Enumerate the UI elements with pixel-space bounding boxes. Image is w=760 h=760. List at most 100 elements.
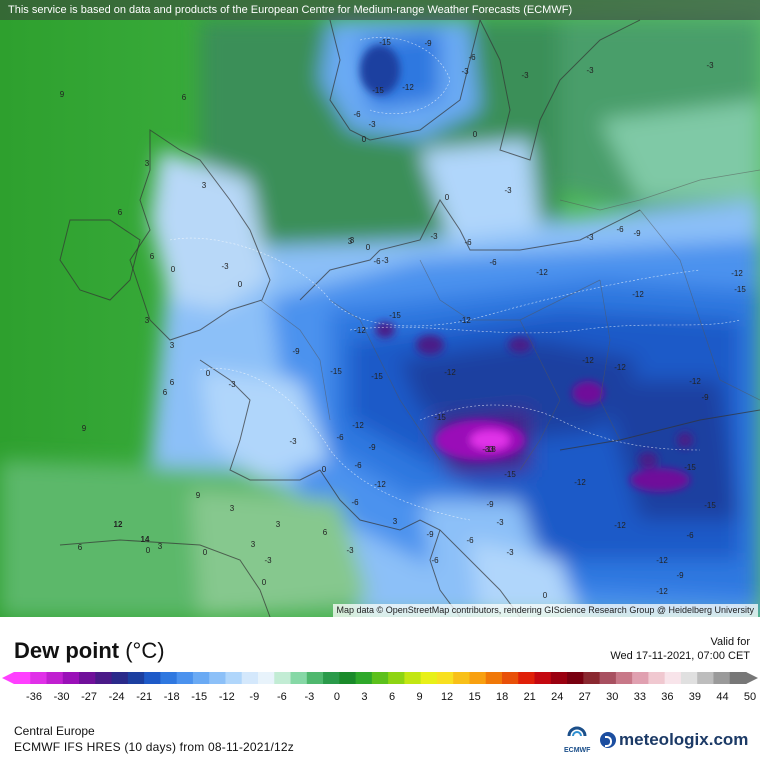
scale-tick-label: 12	[441, 691, 453, 703]
scale-swatch	[648, 672, 666, 684]
map-value-label: -15	[704, 501, 716, 510]
map-value-label: 3	[393, 517, 398, 526]
scale-tick-label: -24	[109, 691, 125, 703]
scale-swatch	[95, 672, 113, 684]
scale-swatch	[404, 672, 422, 684]
map-value-label: -12	[632, 290, 644, 299]
map-value-label: 0	[366, 243, 371, 252]
borders	[259, 169, 760, 471]
map-value-label: 3	[170, 341, 175, 350]
map-value-label: -3	[504, 186, 512, 195]
map-value-label: 3	[202, 181, 207, 190]
map-value-label: 3	[145, 316, 150, 325]
dew-point-map-canvas: -9-15-12-6-3-15-6-30-3 -3-30-30-3-6-3-6 -9…	[0, 0, 760, 617]
ecmwf-logo-text: ECMWF	[564, 747, 591, 754]
valid-time: Wed 17-11-2021, 07:00 CET	[610, 650, 750, 662]
region-label: Central Europe	[14, 724, 95, 738]
map-value-label: -3	[221, 262, 229, 271]
contours	[169, 37, 741, 521]
scale-arrow-high-icon	[746, 672, 758, 684]
map-value-label: -12	[582, 356, 594, 365]
map-value-label: -15	[330, 367, 342, 376]
model-run-label: ECMWF IFS HRES (10 days) from 08-11-2021…	[14, 740, 294, 754]
map-value-label: -15	[734, 285, 746, 294]
map-value-label: -3	[521, 71, 529, 80]
map-value-label: -18	[484, 445, 496, 454]
scale-swatch	[323, 672, 340, 684]
map-value-label: -9	[676, 571, 684, 580]
scale-tick-label: 18	[496, 691, 508, 703]
map-value-label: -12	[459, 316, 471, 325]
map-value-label: -9	[424, 39, 432, 48]
map-value-label: -9	[633, 229, 641, 238]
map-value-label: 3	[230, 504, 235, 513]
scale-tick-label: 50	[744, 691, 756, 703]
map-value-label: -12	[354, 326, 366, 335]
scale-swatch	[567, 672, 584, 684]
scale-swatch	[388, 672, 405, 684]
map-value-label: -15	[371, 372, 383, 381]
scale-swatch	[518, 672, 536, 684]
scale-tick-label: 33	[634, 691, 646, 703]
map-value-label: -12	[656, 556, 668, 565]
scale-tick-label: 36	[661, 691, 673, 703]
scale-tick-label: -12	[219, 691, 235, 703]
map-value-label: -12	[614, 363, 626, 372]
ecmwf-logo-icon	[567, 726, 587, 737]
map-attribution[interactable]: Map data © OpenStreetMap contributors, r…	[332, 604, 758, 617]
map-value-label: -3	[496, 518, 504, 527]
scale-tick-label: 27	[579, 691, 591, 703]
map-value-label: -6	[686, 531, 694, 540]
color-scale-bar: -36 -30 -27 -24 -21 -18 -15 -12 -9 -6 -3 0 3 6 9 12 15 18…	[2, 672, 758, 703]
map-value-label: -6	[468, 53, 476, 62]
map-value-label: 14	[141, 535, 150, 544]
map-value-label: -3	[430, 232, 438, 241]
map-value-label: 0	[146, 546, 151, 555]
scale-tick-label: 44	[716, 691, 728, 703]
scale-swatch	[599, 672, 617, 684]
map-value-label: -12	[574, 478, 586, 487]
scale-swatch	[46, 672, 64, 684]
meteologix-logo[interactable]: meteologix.com	[600, 730, 748, 750]
scale-tick-label: -3	[304, 691, 314, 703]
map-value-label: 6	[163, 388, 168, 397]
scale-swatch	[192, 672, 210, 684]
map-value-label: 9	[196, 491, 201, 500]
scale-tick-label: -6	[277, 691, 287, 703]
map-value-label: -9	[426, 530, 434, 539]
map-value-label: -12	[536, 268, 548, 277]
map-value-label: 0	[322, 465, 327, 474]
scale-swatch	[502, 672, 519, 684]
scale-tick-label: 39	[689, 691, 701, 703]
scale-swatch	[127, 672, 145, 684]
map-value-label: 3	[276, 520, 281, 529]
map-value-label: -12	[352, 421, 364, 430]
scale-swatch	[258, 672, 275, 684]
map-value-label: 6	[78, 543, 83, 552]
map-value-label: 3	[350, 236, 355, 245]
map-value-label: 0	[238, 280, 243, 289]
scale-swatch	[469, 672, 487, 684]
scale-tick-label: 6	[389, 691, 395, 703]
scale-swatch	[355, 672, 373, 684]
scale-tick-label: -18	[164, 691, 180, 703]
scale-swatch	[371, 672, 389, 684]
map-value-label: -15	[434, 413, 446, 422]
map-value-label: -3	[586, 66, 594, 75]
map-value-label: -15	[372, 86, 384, 95]
scale-swatch	[144, 672, 161, 684]
scale-arrow-low-icon	[2, 672, 14, 684]
map-value-label: 9	[82, 424, 87, 433]
map-value-label: 6	[118, 208, 123, 217]
map-value-label: -6	[466, 536, 474, 545]
map-value-label: -12	[656, 587, 668, 596]
scale-swatch	[680, 672, 698, 684]
map-value-label: -3	[381, 256, 389, 265]
ecmwf-logo[interactable]: ECMWF	[564, 726, 590, 754]
data-disclaimer: This service is based on data and produc…	[0, 0, 760, 20]
map-value-label: -9	[292, 347, 300, 356]
weather-map[interactable]: -9 -15 -12 -6 -3 -15 -6 -3 0 -3 -3 -3 0 -3 0 -3 -6 -3 -6 -9…	[0, 0, 760, 617]
map-value-label: 6	[150, 252, 155, 261]
map-value-label: -15	[389, 311, 401, 320]
meteologix-logo-text: meteologix.com	[619, 730, 749, 749]
